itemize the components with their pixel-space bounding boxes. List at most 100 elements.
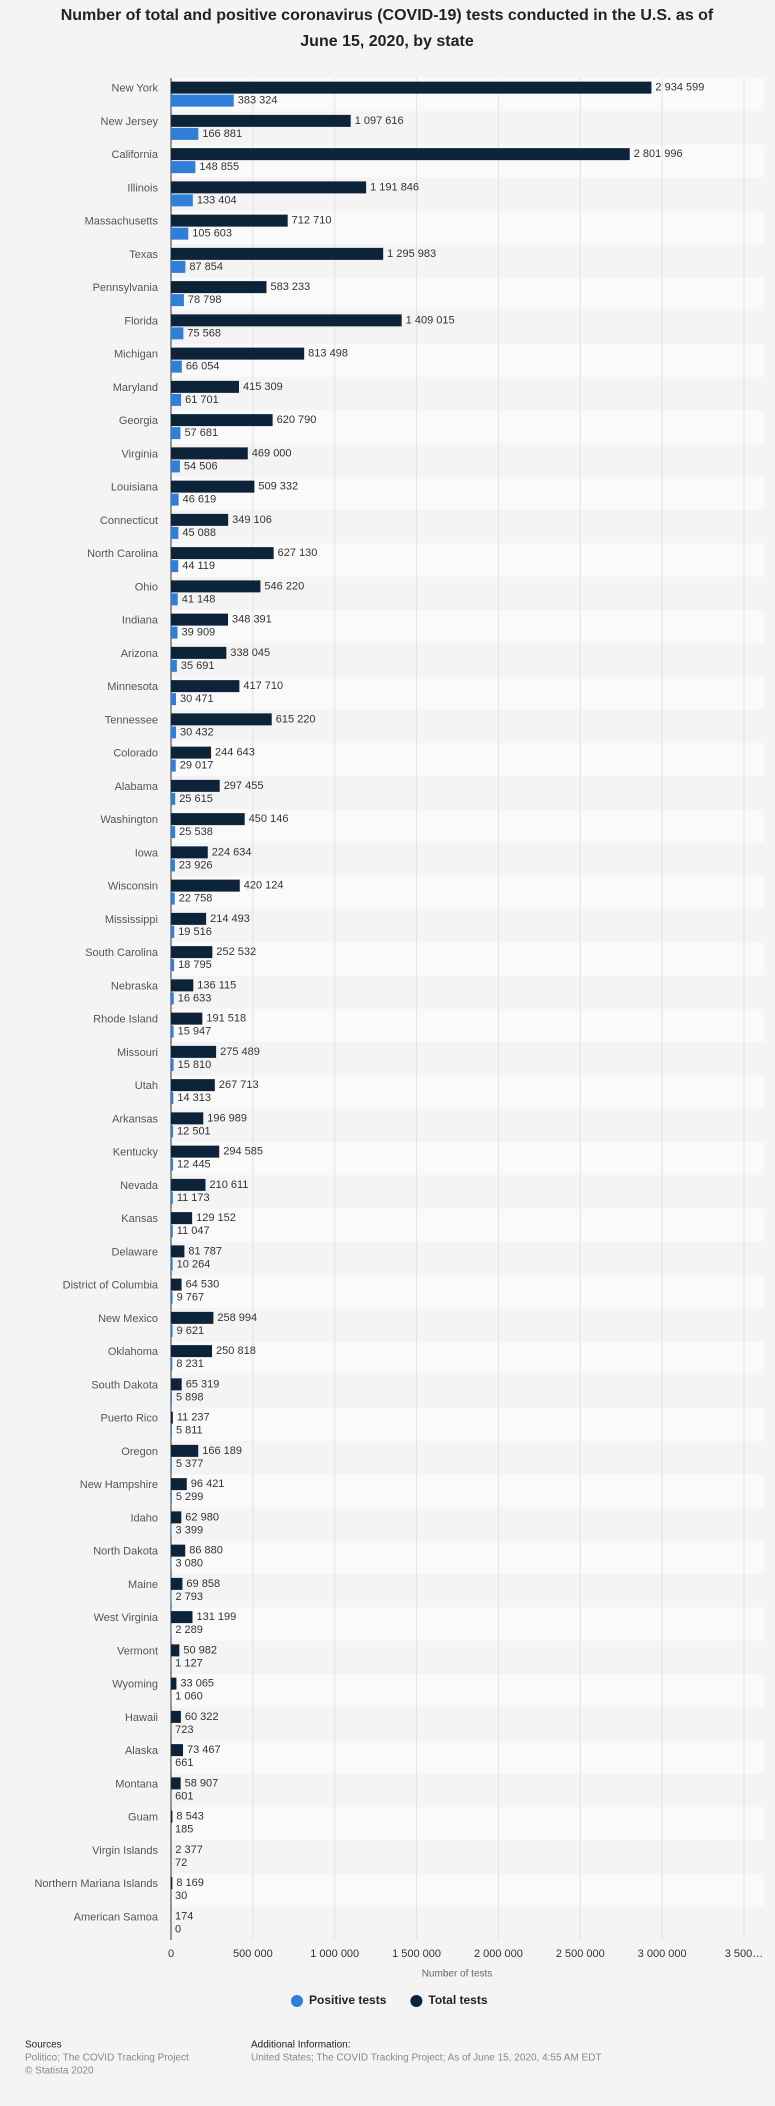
bar [171,114,351,127]
category-label: Alaska [125,1745,159,1757]
bar [171,1311,214,1324]
value-label: 87 854 [189,261,223,273]
category-label: Kansas [121,1213,158,1225]
row-band [171,643,764,677]
value-label: 196 989 [207,1112,247,1124]
row-band [171,1408,764,1442]
value-label: 5 811 [176,1425,203,1437]
value-label: 5 898 [176,1391,204,1403]
value-label: 64 530 [186,1279,220,1291]
bar [171,693,176,706]
bar [171,194,193,207]
category-label: Montana [115,1778,159,1790]
category-label: Hawaii [125,1712,158,1724]
bar [171,1012,203,1025]
bar [171,1358,173,1371]
category-label: Idaho [130,1512,158,1524]
row-band [171,1108,764,1142]
bar [171,979,194,992]
value-label: 8 543 [176,1811,204,1823]
value-label: 133 404 [197,194,237,206]
value-label: 601 [175,1790,193,1802]
value-label: 29 017 [180,760,214,772]
value-label: 5 377 [176,1458,204,1470]
bar [171,1324,173,1337]
bar [171,1478,187,1491]
value-label: 275 489 [220,1046,260,1058]
row-band [171,1541,764,1575]
bar [171,1258,173,1271]
row-band [171,1873,764,1907]
category-label: Delaware [112,1246,158,1258]
value-label: 1 295 983 [387,248,436,260]
x-tick-label: 3 000 000 [638,1948,687,1960]
copyright: © Statista 2020 [25,2066,94,2077]
bar [171,1025,174,1038]
row-band [171,975,764,1009]
value-label: 148 855 [199,161,239,173]
row-band [171,610,764,644]
row-band [171,1241,764,1275]
bar [171,1524,172,1537]
value-label: 11 237 [177,1412,210,1424]
value-label: 105 603 [192,228,232,240]
bar [171,360,182,373]
value-label: 185 [175,1824,193,1836]
bar [171,1877,173,1890]
category-label: Arkansas [112,1113,158,1125]
category-label: Arizona [121,648,159,660]
value-label: 66 054 [186,361,220,373]
bar [171,1345,213,1358]
bar [171,260,186,273]
value-label: 509 332 [258,481,298,493]
category-label: South Dakota [91,1379,159,1391]
value-label: 338 045 [230,647,270,659]
bar [171,1544,186,1557]
row-band [171,1275,764,1309]
value-label: 19 516 [178,926,212,938]
value-label: 250 818 [216,1345,256,1357]
bar [171,314,402,327]
bar [171,161,196,174]
bar [171,460,180,473]
bar [171,347,305,360]
bar [171,746,212,759]
bar [171,327,184,340]
value-label: 129 152 [196,1212,236,1224]
value-label: 1 127 [175,1657,203,1669]
value-label: 615 220 [276,713,316,725]
row-band [171,576,764,610]
value-label: 22 758 [179,893,213,905]
value-label: 813 498 [308,348,348,360]
bar [171,148,630,161]
category-label: American Samoa [74,1911,159,1923]
value-label: 2 377 [175,1844,203,1856]
category-label: Alabama [115,781,159,793]
bar [171,1491,172,1504]
row-band [171,477,764,511]
bar [171,1444,199,1457]
value-label: 723 [175,1724,193,1736]
value-label: 18 795 [178,959,212,971]
chart-title: Number of total and positive coronavirus… [61,7,714,24]
bar [171,1644,180,1657]
value-label: 3 080 [176,1558,204,1570]
row-band [171,1441,764,1475]
bar [171,659,177,672]
category-label: North Carolina [87,548,159,560]
value-label: 46 619 [183,494,217,506]
row-band [171,1807,764,1841]
row-band [171,1009,764,1043]
row-band [171,1507,764,1541]
value-label: 45 088 [182,527,216,539]
value-label: 627 130 [278,547,318,559]
bar [171,1577,183,1590]
bar [171,547,274,560]
bar [171,560,179,573]
category-label: West Virginia [94,1612,159,1624]
value-label: 69 858 [186,1578,220,1590]
legend-swatch [291,1995,303,2007]
category-label: California [112,149,159,161]
bar [171,759,176,772]
category-label: New Mexico [98,1313,158,1325]
